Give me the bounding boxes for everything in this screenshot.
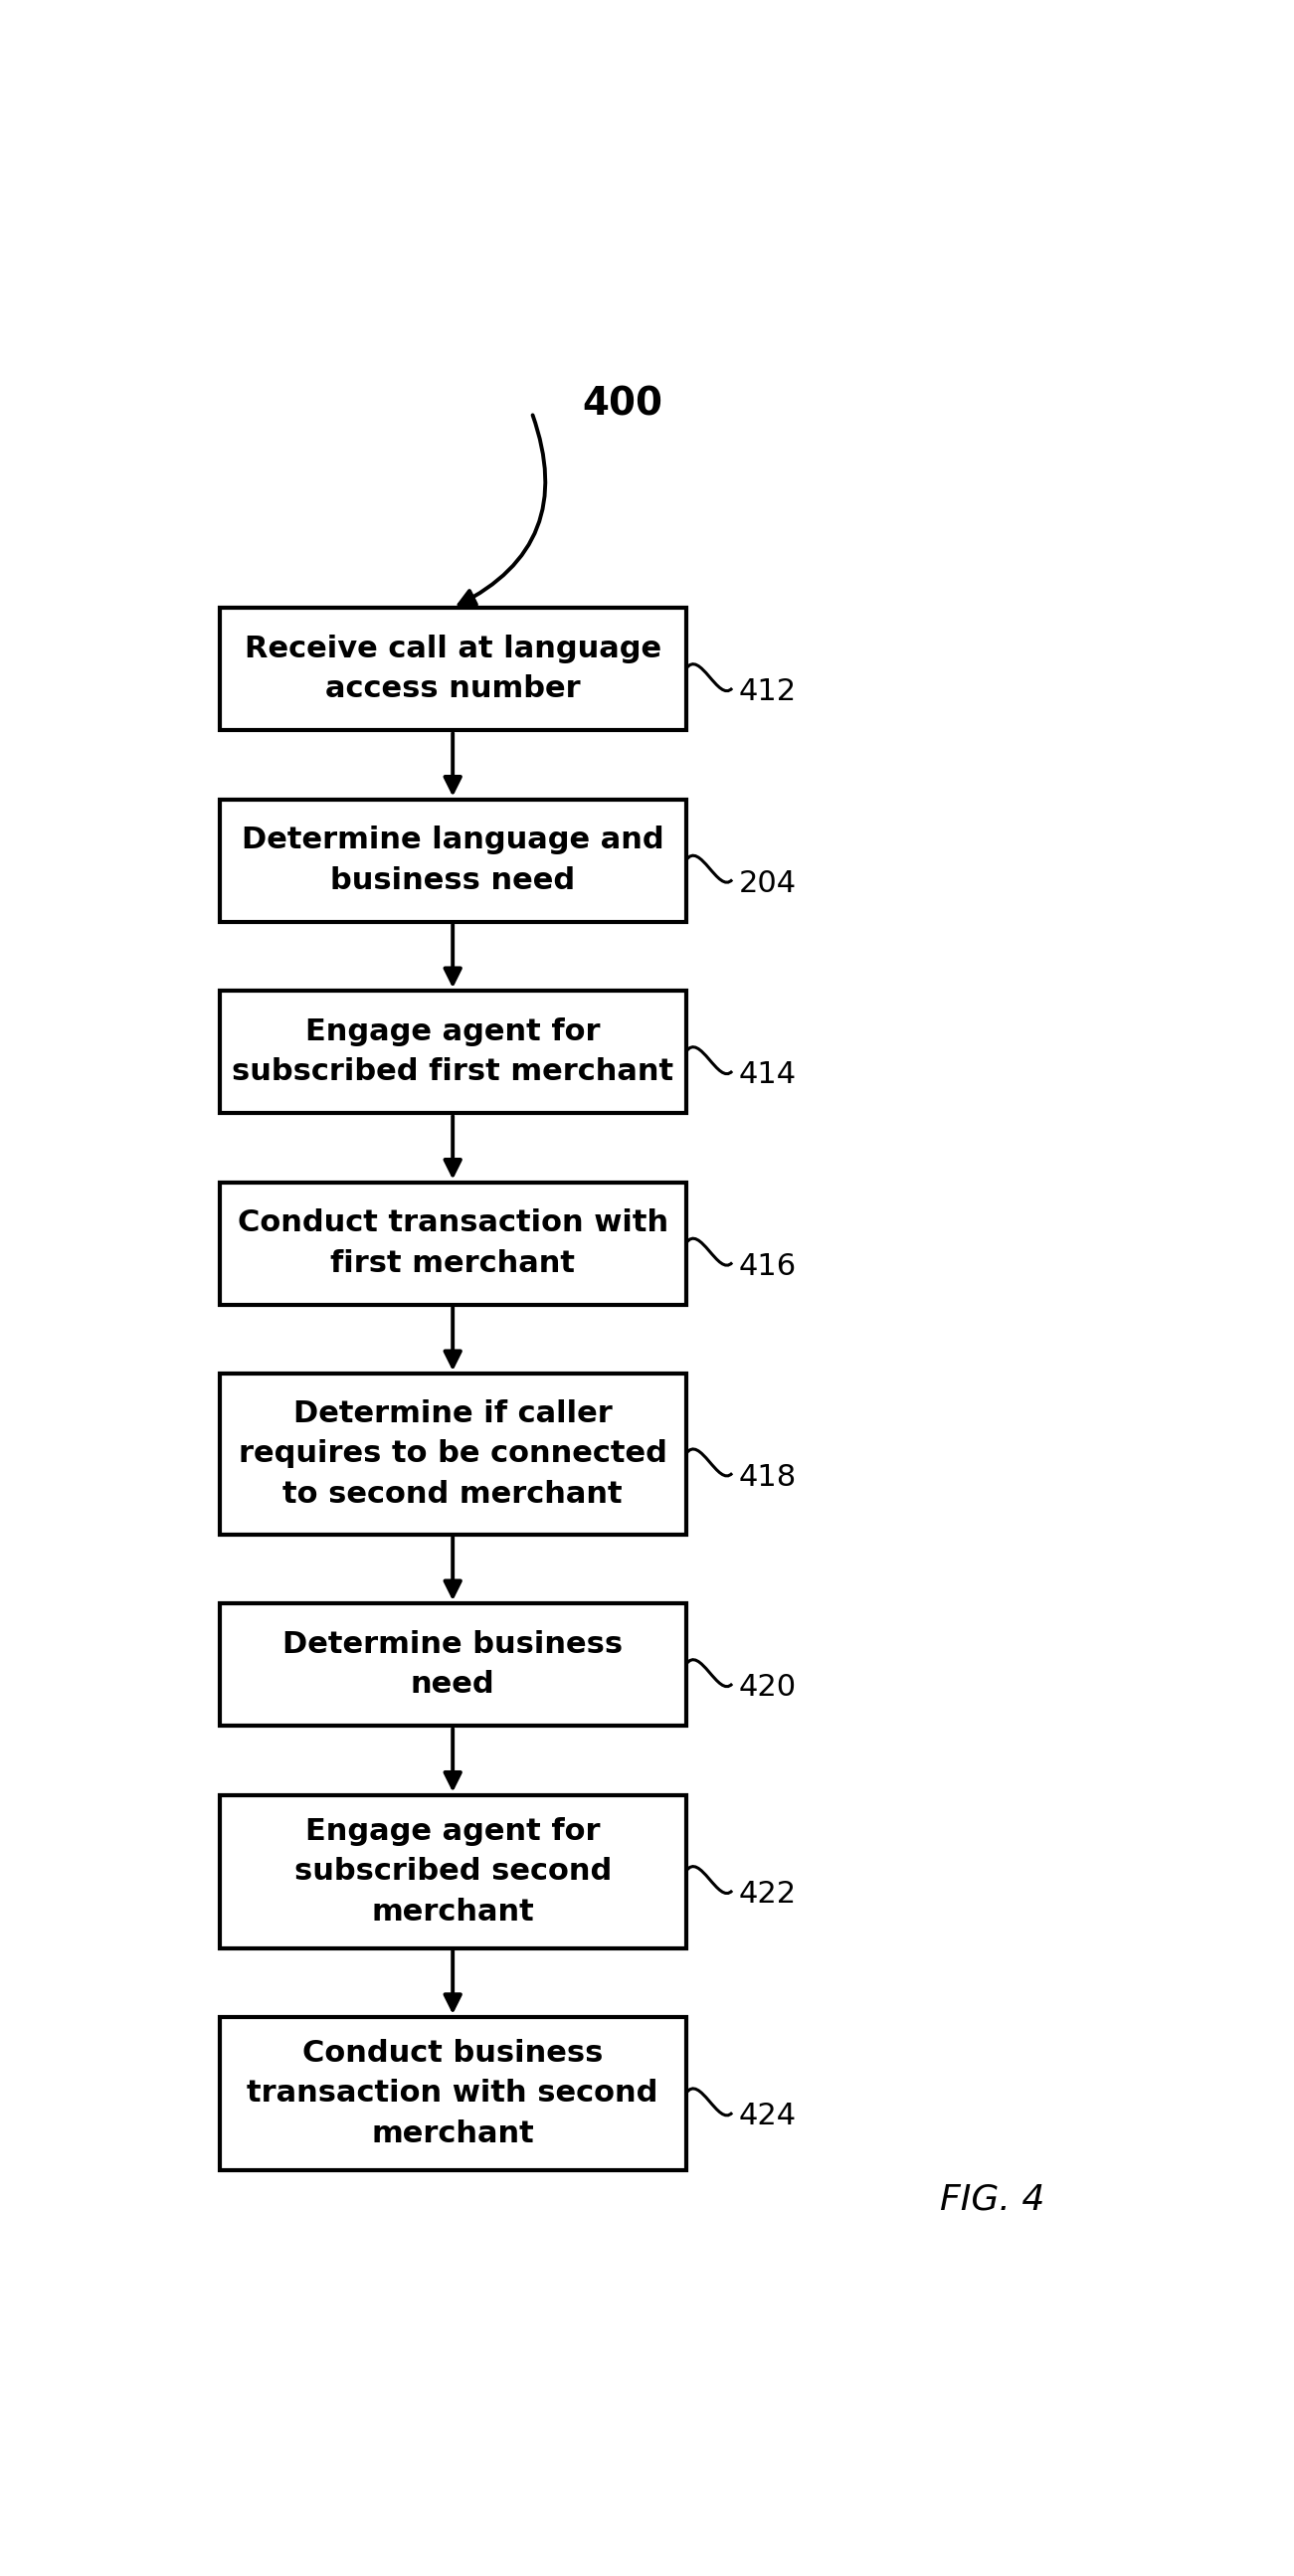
Text: 416: 416 (739, 1252, 796, 1280)
Text: 412: 412 (739, 677, 796, 706)
Text: Conduct transaction with
first merchant: Conduct transaction with first merchant (237, 1208, 668, 1278)
Text: 400: 400 (582, 386, 663, 422)
Text: Receive call at language
access number: Receive call at language access number (245, 634, 661, 703)
Text: 418: 418 (739, 1463, 796, 1492)
FancyBboxPatch shape (220, 1795, 686, 1947)
Text: 422: 422 (739, 1880, 796, 1909)
FancyBboxPatch shape (220, 1373, 686, 1535)
Text: FIG. 4: FIG. 4 (941, 2182, 1046, 2215)
Text: Conduct business
transaction with second
merchant: Conduct business transaction with second… (247, 2038, 659, 2148)
FancyBboxPatch shape (220, 1182, 686, 1303)
Text: Determine language and
business need: Determine language and business need (242, 827, 664, 894)
Text: Determine business
need: Determine business need (282, 1631, 622, 1700)
FancyBboxPatch shape (220, 799, 686, 922)
Text: 424: 424 (739, 2102, 796, 2130)
Text: Determine if caller
requires to be connected
to second merchant: Determine if caller requires to be conne… (238, 1399, 666, 1510)
Text: 420: 420 (739, 1674, 796, 1703)
FancyBboxPatch shape (220, 608, 686, 732)
FancyBboxPatch shape (220, 2017, 686, 2169)
FancyArrowPatch shape (459, 415, 545, 605)
Text: Engage agent for
subscribed second
merchant: Engage agent for subscribed second merch… (294, 1816, 612, 1927)
Text: Engage agent for
subscribed first merchant: Engage agent for subscribed first mercha… (232, 1018, 674, 1087)
Text: 204: 204 (739, 868, 796, 899)
FancyBboxPatch shape (220, 1602, 686, 1726)
Text: 414: 414 (739, 1061, 796, 1090)
FancyBboxPatch shape (220, 992, 686, 1113)
